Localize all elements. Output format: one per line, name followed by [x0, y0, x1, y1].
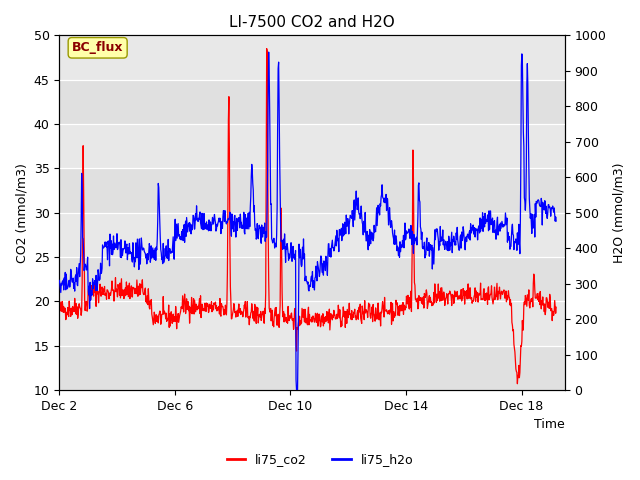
- Title: LI-7500 CO2 and H2O: LI-7500 CO2 and H2O: [229, 15, 395, 30]
- Bar: [60, 301, 565, 346]
- Bar: [60, 124, 565, 168]
- Bar: [60, 168, 565, 213]
- Legend: li75_co2, li75_h2o: li75_co2, li75_h2o: [221, 448, 419, 471]
- Bar: [60, 36, 565, 80]
- Bar: [60, 80, 565, 124]
- Y-axis label: H2O (mmol/m3): H2O (mmol/m3): [612, 162, 625, 263]
- Bar: [60, 213, 565, 257]
- Text: BC_flux: BC_flux: [72, 41, 124, 54]
- Y-axis label: CO2 (mmol/m3): CO2 (mmol/m3): [15, 163, 28, 263]
- Bar: [60, 257, 565, 301]
- X-axis label: Time: Time: [534, 419, 565, 432]
- Bar: [60, 346, 565, 390]
